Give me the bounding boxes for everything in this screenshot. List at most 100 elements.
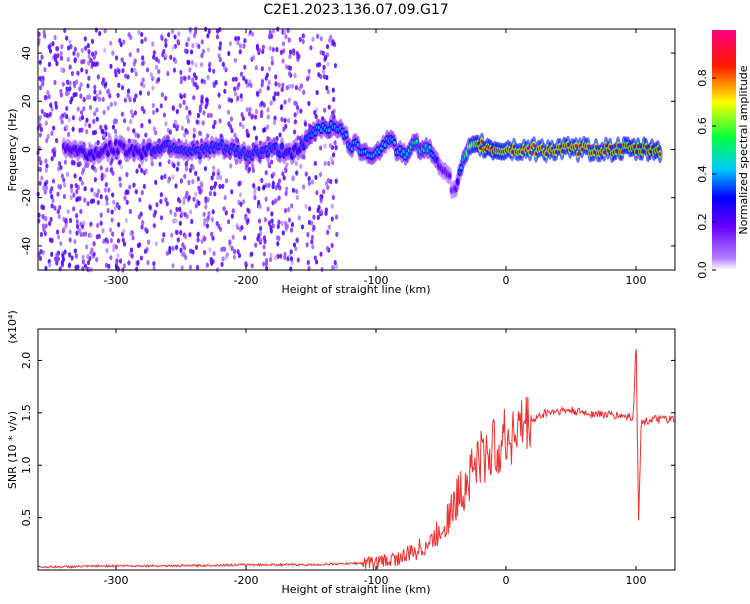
spectrogram-speckle (209, 185, 213, 191)
spectrogram-speckle (75, 223, 80, 230)
spectrogram-speckle (208, 190, 213, 197)
spectrogram-speckle (189, 49, 194, 55)
spectrogram-speckle (116, 92, 120, 98)
spectrogram-speckle (322, 64, 326, 70)
spectrogram-speckle (294, 246, 298, 252)
spectrogram-speckle (70, 159, 75, 165)
spectrogram-speckle (176, 161, 180, 167)
spectrogram-speckle (145, 247, 149, 253)
spectrogram-speckle (82, 106, 86, 112)
spectrogram-speckle (98, 96, 102, 102)
spectrogram-speckle (314, 174, 318, 181)
spectrogram-speckle (159, 34, 164, 40)
spectrogram-speckle (245, 128, 249, 134)
spectrogram-speckle (283, 166, 288, 172)
spectrogram-speckle (281, 82, 285, 88)
spectrogram-speckle (144, 226, 148, 233)
spectrogram-speckle (83, 186, 87, 192)
spectrogram-x-label: Height of straight line (km) (281, 283, 430, 296)
spectrogram-speckle (243, 235, 247, 241)
spectrogram-speckle (266, 114, 270, 120)
spectrogram-speckle (250, 114, 254, 120)
spectrogram-speckle (119, 41, 123, 48)
spectrogram-speckle (229, 97, 234, 104)
spectrogram-speckle (262, 102, 266, 108)
spectrogram-speckle (140, 38, 144, 45)
spectrogram-speckle (326, 61, 330, 67)
spectrogram-speckle (106, 105, 110, 111)
spectrogram-speckle (295, 105, 300, 111)
spectrogram-speckle (93, 177, 97, 183)
spectrogram-speckle (69, 195, 73, 201)
spectrogram-speckle (314, 259, 319, 265)
spectrogram-speckle (253, 114, 258, 120)
spectrogram-speckle (317, 61, 322, 68)
spectrogram-speckle (81, 254, 85, 260)
spectrogram-speckle (258, 88, 262, 94)
spectrogram-speckle (187, 74, 191, 81)
spectrogram-speckle (293, 72, 297, 79)
spectrogram-speckle (312, 224, 316, 231)
spectrogram-speckle (144, 132, 148, 138)
spectrogram-speckle (179, 79, 183, 85)
spectrogram-speckle (265, 72, 269, 78)
spectrogram-speckle (334, 263, 339, 270)
spectrogram-speckle (214, 79, 218, 86)
spectrogram-speckle (236, 95, 240, 101)
spectrogram-speckle (74, 182, 78, 189)
spectrogram-speckle (37, 156, 42, 162)
spectrogram-speckle (102, 132, 106, 139)
spectrogram-speckle (311, 244, 315, 250)
spectrogram-speckle (209, 112, 213, 118)
spectrogram-speckle (285, 162, 289, 168)
spectrogram-speckle (105, 238, 110, 245)
spectrogram-speckle (134, 132, 138, 138)
spectrogram-speckle (91, 51, 95, 57)
spectrogram-speckle (283, 251, 287, 257)
spectrogram-speckle (240, 112, 244, 118)
spectrogram-speckle (105, 200, 109, 206)
spectrogram-speckle (142, 83, 146, 89)
spectrogram-speckle (135, 266, 139, 272)
spectrogram-speckle (73, 239, 77, 245)
spectrogram-speckle (79, 231, 83, 238)
spectrogram-speckle (50, 185, 54, 192)
spectrogram-speckle (330, 242, 334, 249)
spectrogram-speckle (180, 265, 184, 271)
spectrogram-speckle (109, 101, 113, 108)
spectrogram-speckle (293, 112, 297, 118)
spectrogram-speckle (236, 40, 240, 46)
colorbar-gradient (712, 30, 736, 270)
x-tick-label: -300 (104, 274, 129, 287)
spectrogram-speckle (267, 220, 272, 227)
spectrogram-speckle (186, 118, 191, 124)
spectrogram-speckle (241, 124, 245, 130)
spectrogram-speckle (313, 160, 317, 167)
spectrogram-speckle (200, 97, 204, 104)
colorbar-tick-label: 0.4 (696, 165, 709, 183)
spectrogram-speckle (86, 200, 90, 207)
spectrogram-speckle (129, 247, 134, 253)
spectrogram-speckle (230, 128, 234, 134)
spectrogram-speckle (86, 94, 90, 100)
colorbar-tick-label: 0.6 (696, 117, 709, 135)
spectrogram-speckle (192, 95, 196, 101)
spectrogram-speckle (208, 67, 212, 73)
spectrogram-speckle (86, 259, 91, 266)
spectrogram-speckle (50, 130, 54, 136)
spectrogram-speckle (140, 31, 144, 38)
spectrogram-speckle (212, 250, 216, 257)
spectrogram-speckle (295, 50, 299, 56)
spectrogram-speckle (136, 260, 140, 266)
spectrogram-speckle (218, 174, 223, 180)
spectrogram-speckle (44, 158, 48, 164)
spectrogram-speckle (319, 251, 323, 257)
spectrogram-speckle (125, 199, 129, 205)
spectrogram-speckle (202, 211, 206, 217)
spectrogram-speckle (53, 79, 57, 86)
x-tick-label: 100 (626, 574, 647, 587)
spectrogram-speckle (82, 96, 86, 103)
spectrogram-speckle (208, 247, 212, 253)
spectrogram-speckle (210, 216, 214, 223)
spectrogram-speckle (221, 183, 225, 189)
